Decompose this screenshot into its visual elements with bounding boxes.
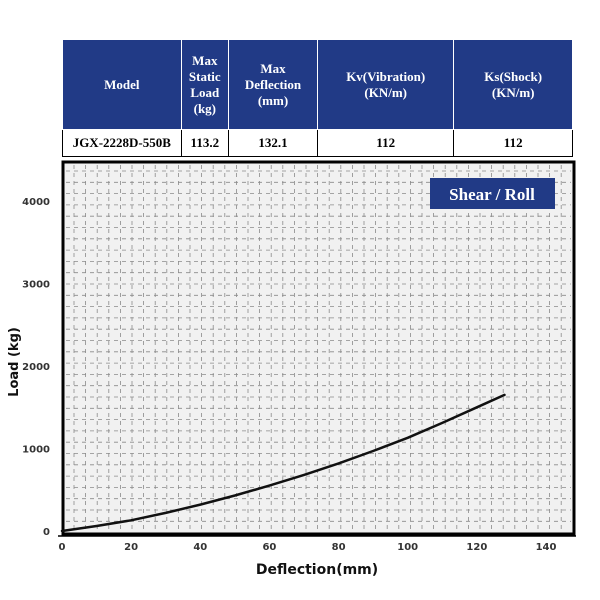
- curve-layer: [60, 393, 506, 533]
- cell-ks: 112: [453, 129, 573, 157]
- plot-area: [61, 160, 576, 536]
- legend-badge: Shear / Roll: [430, 178, 555, 209]
- spec-table: Model Max Static Load (kg) Max Deflectio…: [62, 39, 573, 157]
- cell-kv: 112: [316, 129, 455, 157]
- x-tick-label: 0: [59, 542, 66, 553]
- y-tick-label: 3000: [22, 280, 50, 291]
- x-tick-label: 60: [262, 542, 276, 553]
- spec-table-header-row: Model Max Static Load (kg) Max Deflectio…: [62, 39, 573, 130]
- x-tick-label: 140: [536, 542, 557, 553]
- y-axis-title: Load (kg): [7, 327, 22, 397]
- header-ks-shock: Ks(Shock) (KN/m): [453, 39, 573, 130]
- header-max-static-load: Max Static Load (kg): [180, 39, 230, 130]
- series-curve: [60, 393, 506, 533]
- spec-table-row: JGX-2228D-550B 113.2 132.1 112 112: [62, 129, 573, 157]
- x-tick-label: 20: [124, 542, 138, 553]
- tick-labels: 0 20 40 60 80 100 120 140 0 1000 2000 3000 4000: [22, 197, 556, 553]
- y-tick-label: 2000: [22, 362, 50, 373]
- badge-label: Shear / Roll: [449, 185, 535, 204]
- y-tick-label: 4000: [22, 197, 50, 208]
- badge-box: [430, 178, 555, 209]
- y-tick-label: 0: [43, 527, 50, 538]
- x-tick-label: 100: [397, 542, 418, 553]
- x-axis-title: Deflection(mm): [256, 562, 378, 578]
- cell-max-static-load: 113.2: [180, 129, 230, 157]
- y-tick-label: 1000: [22, 445, 50, 456]
- header-model: Model: [62, 39, 182, 130]
- header-max-deflection: Max Deflection (mm): [228, 39, 318, 130]
- x-tick-label: 40: [193, 542, 207, 553]
- x-tick-label: 120: [466, 542, 487, 553]
- cell-max-deflection: 132.1: [228, 129, 318, 157]
- header-kv-vibration: Kv(Vibration) (KN/m): [316, 39, 455, 130]
- x-tick-label: 80: [332, 542, 346, 553]
